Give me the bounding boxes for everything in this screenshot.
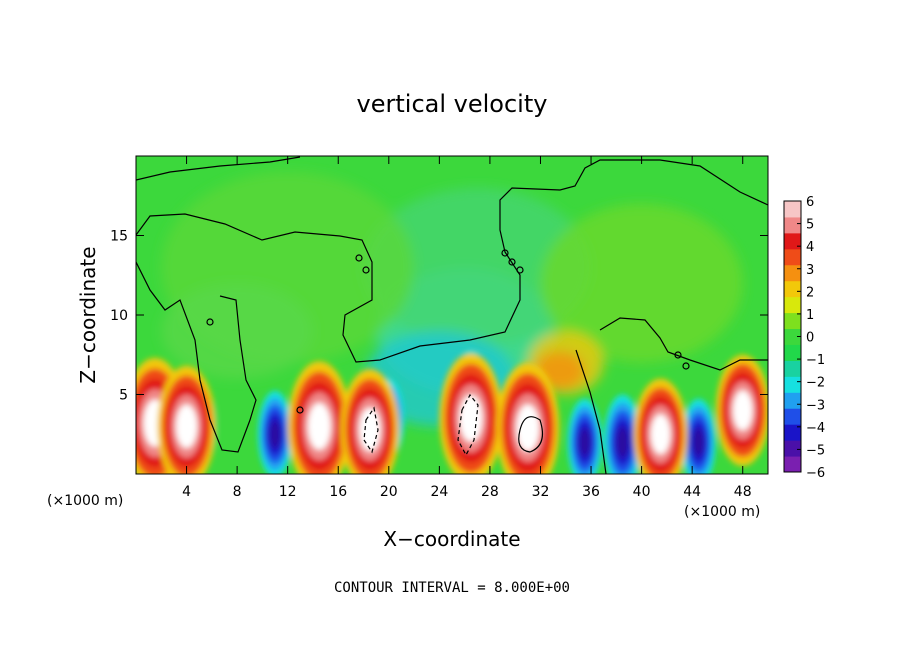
field-blob: [161, 283, 313, 379]
colorbar-swatch: [784, 440, 801, 457]
colorbar-tick-label: −1: [806, 353, 825, 368]
colorbar: 6 5 4 3 2 1 0 −1 −2 −3 −4 −5 −6: [783, 195, 825, 481]
contour-right: [599, 317, 768, 371]
downdraft-core: [616, 426, 629, 458]
x-tick-label: 44: [683, 484, 701, 500]
velocity-field: [161, 171, 743, 427]
x-unit-left: (×1000 m): [47, 493, 123, 509]
colorbar-swatch: [784, 344, 801, 361]
colorbar-swatch: [784, 456, 801, 473]
updraft-core: [733, 390, 753, 431]
colorbar-swatch: [784, 280, 801, 298]
plot-area: [136, 156, 768, 474]
contour-left: [136, 261, 257, 453]
updraft-core: [459, 394, 483, 442]
contour-top: [136, 156, 301, 181]
downdraft-core: [269, 420, 281, 449]
colorbar-swatch: [784, 392, 801, 409]
contour-cell: [674, 351, 682, 359]
colorbar-tick-label: 0: [806, 331, 814, 346]
field-blob: [540, 203, 743, 363]
chart-title: vertical velocity: [357, 90, 548, 118]
updraft-core: [650, 414, 671, 455]
colorbar-tick-label: 4: [806, 240, 814, 255]
y-axis: 5 10 15: [110, 229, 768, 404]
colorbar-tick-label: −4: [806, 421, 825, 436]
colorbar-tick-label: 1: [806, 308, 814, 323]
x-tick-label: 48: [734, 484, 752, 500]
downdraft-core: [692, 428, 705, 457]
y-tick-label: 5: [119, 388, 128, 404]
colorbar-tick-label: 3: [806, 263, 814, 278]
zero-contours: [136, 156, 768, 474]
colorbar-swatch: [784, 264, 801, 282]
colorbar-swatch: [784, 232, 801, 250]
colorbar-swatch: [784, 201, 801, 218]
contour-cell: [296, 406, 304, 414]
x-tick-label: 40: [633, 484, 651, 500]
downdraft-core: [579, 428, 591, 457]
contour-cell: [516, 266, 524, 274]
velocity-field-cores: [136, 350, 768, 474]
contour-upper: [136, 159, 768, 363]
colorbar-swatch: [784, 424, 801, 441]
y-tick-label: 10: [110, 308, 128, 324]
colorbar-tick-label: −3: [806, 398, 825, 413]
colorbar-tick-label: 5: [806, 218, 814, 233]
contour-core-1: [518, 416, 543, 453]
x-tick-label: 24: [430, 484, 448, 500]
y-tick-label: 15: [110, 229, 128, 245]
colorbar-swatch: [784, 296, 801, 314]
y-axis-title: Z−coordinate: [76, 246, 100, 383]
updraft-core: [516, 404, 540, 452]
colorbar-swatch: [784, 408, 801, 425]
x-axis: 4 8 12 16 20 24 28 32 36 40 44 48: [182, 156, 752, 500]
colorbar-tick-label: −5: [806, 443, 825, 458]
colorbar-swatch: [784, 376, 801, 393]
updraft-core: [359, 407, 381, 452]
contour-right-low: [575, 349, 607, 474]
contour-cell: [362, 266, 370, 274]
colorbar-swatch: [784, 328, 801, 345]
x-tick-label: 36: [582, 484, 600, 500]
contour-cell: [508, 258, 516, 266]
colorbar-tick-label: −6: [806, 466, 825, 481]
updraft-core: [176, 404, 198, 449]
contour-cell: [682, 362, 690, 370]
colorbar-tick-label: 6: [806, 195, 814, 210]
colorbar-swatch: [784, 216, 801, 234]
contour-cell: [501, 249, 509, 257]
x-unit-right: (×1000 m): [684, 504, 760, 520]
field-blob: [363, 187, 592, 347]
x-axis-title: X−coordinate: [383, 527, 520, 551]
contour-interval-label: CONTOUR INTERVAL = 8.000E+00: [334, 580, 570, 596]
x-tick-label: 28: [481, 484, 499, 500]
x-tick-label: 8: [233, 484, 242, 500]
x-tick-label: 4: [182, 484, 191, 500]
colorbar-tick-label: −2: [806, 376, 825, 391]
x-tick-label: 20: [380, 484, 398, 500]
updraft-core: [307, 402, 331, 450]
x-tick-label: 16: [329, 484, 347, 500]
colorbar-swatch: [784, 360, 801, 377]
x-tick-label: 32: [532, 484, 550, 500]
colorbar-tick-label: 2: [806, 285, 814, 300]
contour-cell: [355, 254, 363, 262]
contour-cell: [206, 318, 214, 326]
colorbar-swatch: [784, 248, 801, 266]
contour-core-2: [457, 393, 479, 457]
colorbar-swatch: [784, 312, 801, 330]
x-tick-label: 12: [279, 484, 297, 500]
contour-core-3: [363, 406, 379, 454]
